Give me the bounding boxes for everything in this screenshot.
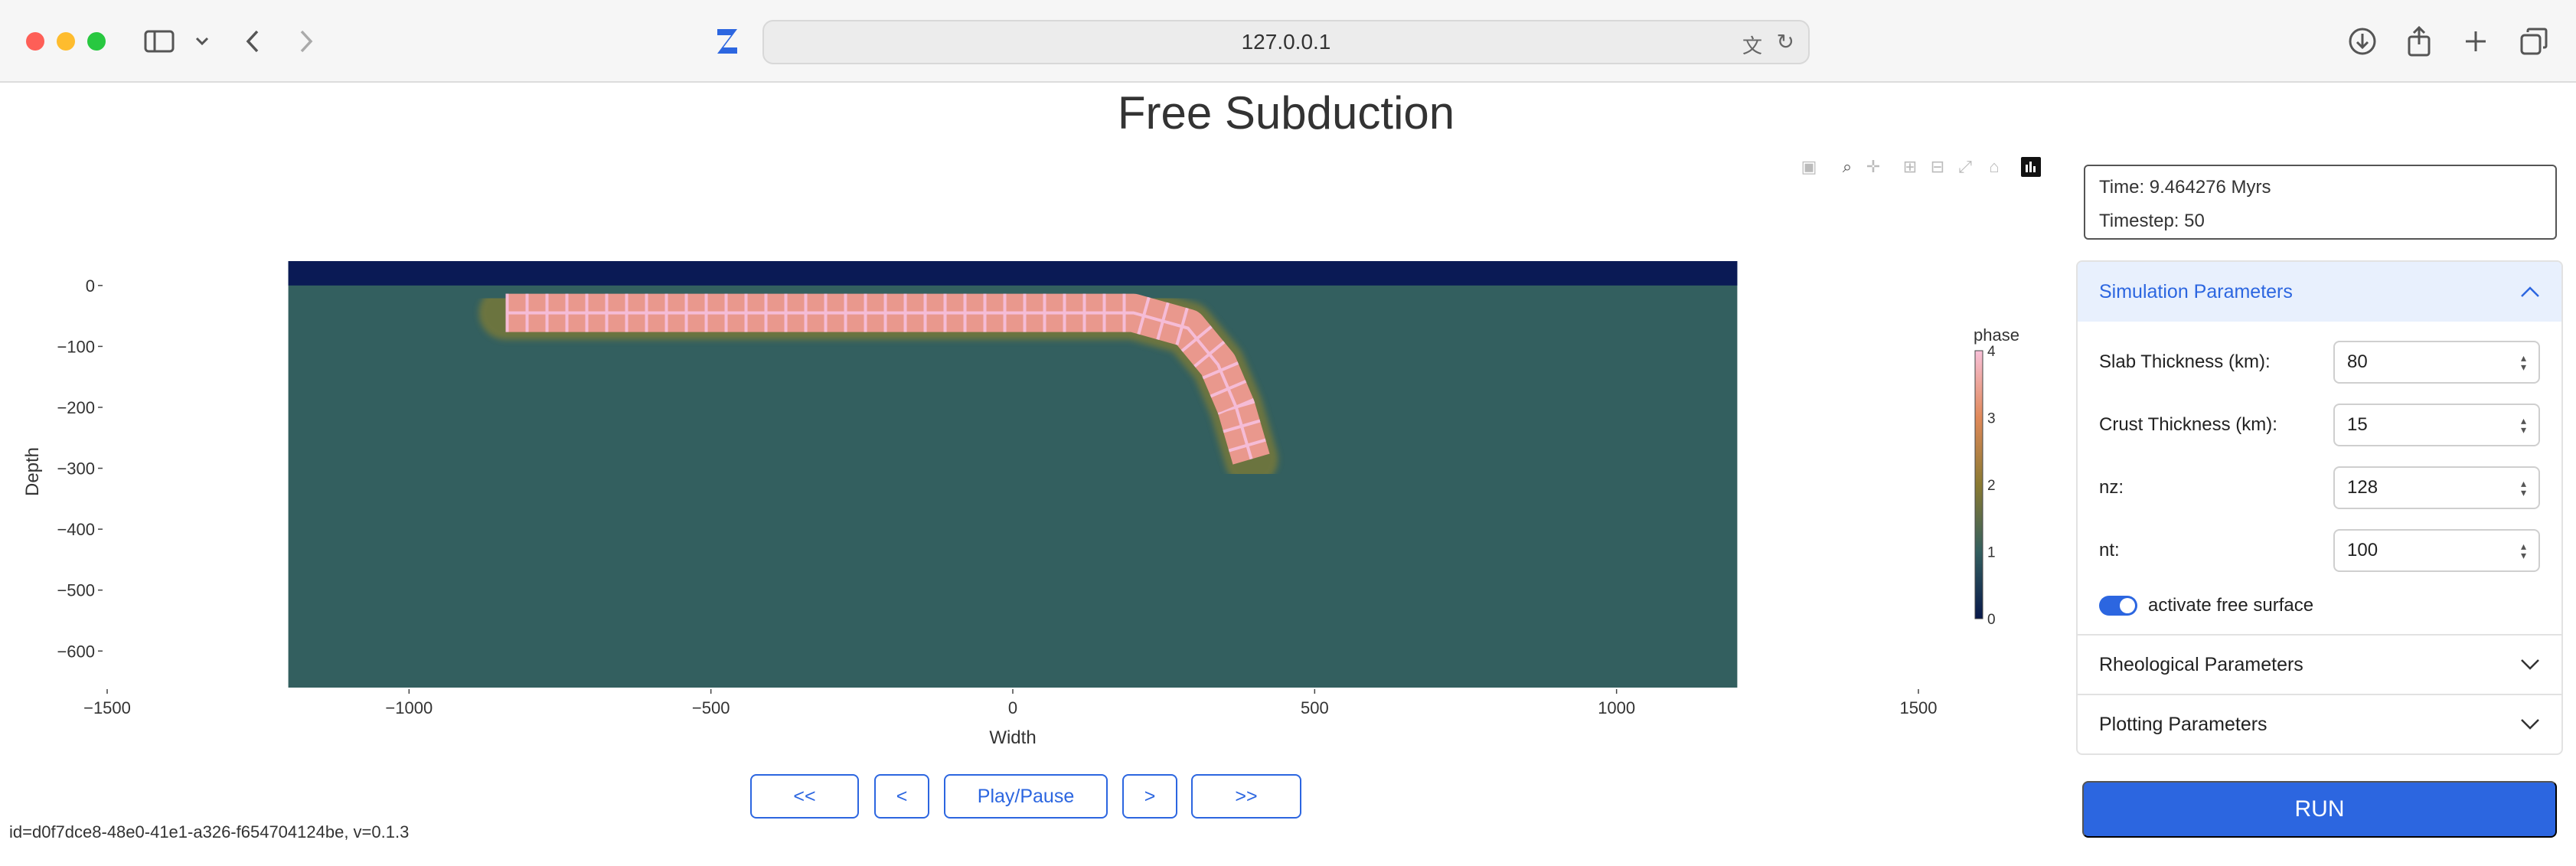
zoom-window-button[interactable]	[87, 32, 106, 51]
minimize-window-button[interactable]	[57, 32, 75, 51]
timestep-readout: Timestep: 50	[2099, 211, 2205, 231]
air-region	[288, 261, 1738, 286]
spinner-icon[interactable]: ▴ ▾	[2520, 540, 2526, 561]
page-content: Free Subduction ▣ ⌕ ✛ ⊞ ⊟ ⤢ ⌂ −1500 −1000…	[0, 83, 2576, 866]
colorbar-title: phase	[1974, 325, 2019, 345]
download-icon[interactable]	[2344, 23, 2381, 60]
y-tick-label: −100	[57, 337, 95, 356]
share-icon[interactable]	[2401, 23, 2437, 60]
nt-input[interactable]: 100 ▴ ▾	[2333, 529, 2540, 572]
zoom-in-icon[interactable]: ⊞	[1902, 157, 1918, 176]
colorbar-tick-label: 0	[1987, 612, 1996, 628]
url-text: 127.0.0.1	[1241, 30, 1331, 54]
y-tick-label: −600	[57, 642, 95, 661]
back-icon[interactable]	[234, 23, 271, 60]
reset-axes-icon[interactable]: ⌂	[1989, 157, 2000, 176]
autoscale-icon[interactable]: ⤢	[1958, 157, 1972, 176]
slab-thickness-value: 80	[2347, 351, 2368, 372]
free-surface-label: activate free surface	[2148, 595, 2314, 616]
reload-icon[interactable]: ↻	[1776, 30, 1794, 54]
x-tick-label: −1500	[83, 698, 131, 717]
y-axis-label: Depth	[22, 447, 43, 496]
tabs-icon[interactable]	[2516, 23, 2552, 60]
rheological-parameters-header[interactable]: Rheological Parameters	[2078, 634, 2561, 694]
x-tick-label: 500	[1301, 698, 1329, 717]
previous-frame-button[interactable]: <	[874, 774, 929, 819]
plotting-parameters-title: Plotting Parameters	[2099, 713, 2267, 735]
x-tick-label: 0	[1008, 698, 1017, 717]
x-axis-label: Width	[989, 727, 1036, 748]
pan-icon[interactable]: ✛	[1866, 157, 1881, 176]
play-pause-button[interactable]: Play/Pause	[944, 774, 1108, 819]
colorbar: phase 0 1 2 3 4	[1974, 325, 2019, 628]
crust-thickness-value: 15	[2347, 414, 2368, 435]
sidebar-icon[interactable]	[141, 23, 178, 60]
colorbar-gradient	[1974, 350, 1983, 619]
phase-heatmap[interactable]: −1500 −1000 −500 0 500 1000 1500 0 −100 −200 −300 −…	[0, 83, 2067, 772]
close-window-button[interactable]	[26, 32, 44, 51]
chevron-down-icon	[2521, 659, 2539, 670]
new-tab-icon[interactable]	[2457, 23, 2494, 60]
nt-value: 100	[2347, 540, 2378, 560]
forward-icon[interactable]	[288, 23, 325, 60]
spinner-icon[interactable]: ▴ ▾	[2520, 351, 2526, 373]
free-surface-toggle[interactable]	[2099, 596, 2137, 616]
last-frame-button[interactable]: >>	[1191, 774, 1301, 819]
simulation-id: id=d0f7dce8-48e0-41e1-a326-f654704124be,…	[9, 822, 410, 841]
simulation-parameters-body: Slab Thickness (km): 80 ▴ ▾ Crust Thickne…	[2078, 322, 2561, 634]
camera-icon[interactable]: ▣	[1801, 157, 1817, 176]
colorbar-tick-label: 3	[1987, 411, 1996, 427]
x-tick-label: −500	[692, 698, 730, 717]
colorbar-tick-label: 2	[1987, 478, 1996, 494]
zoom-icon[interactable]: ⌕	[1842, 157, 1853, 176]
nz-label: nz:	[2099, 477, 2124, 498]
free-surface-row: activate free surface	[2099, 582, 2540, 629]
y-tick-label: −200	[57, 398, 95, 417]
rheological-parameters-title: Rheological Parameters	[2099, 653, 2303, 675]
spinner-icon[interactable]: ▴ ▾	[2520, 477, 2526, 498]
slab-thickness-input[interactable]: 80 ▴ ▾	[2333, 341, 2540, 384]
x-tick-label: 1500	[1900, 698, 1938, 717]
slab-thickness-label: Slab Thickness (km):	[2099, 351, 2271, 372]
nt-row: nt: 100 ▴ ▾	[2099, 519, 2540, 582]
slab-grid-center	[505, 311, 1253, 460]
colorbar-tick-label: 1	[1987, 545, 1996, 561]
y-tick-label: −400	[57, 520, 95, 539]
plotting-parameters-header[interactable]: Plotting Parameters	[2078, 694, 2561, 753]
status-box: Time: 9.464276 Myrs Timestep: 50	[2084, 165, 2557, 240]
chevron-down-icon[interactable]	[184, 23, 220, 60]
x-tick-label: −1000	[385, 698, 433, 717]
spinner-icon[interactable]: ▴ ▾	[2520, 414, 2526, 436]
time-readout: Time: 9.464276 Myrs	[2099, 177, 2271, 198]
next-frame-button[interactable]: >	[1122, 774, 1177, 819]
app-logo	[709, 23, 746, 60]
crust-thickness-row: Crust Thickness (km): 15 ▴ ▾	[2099, 394, 2540, 456]
address-bar[interactable]: 127.0.0.1 文 ↻	[762, 20, 1810, 64]
chevron-down-icon	[2521, 719, 2539, 730]
translate-icon[interactable]: 文	[1742, 34, 1762, 57]
run-button[interactable]: RUN	[2082, 781, 2557, 838]
plotly-logo-icon[interactable]	[2019, 155, 2042, 178]
zoom-out-icon[interactable]: ⊟	[1930, 157, 1945, 176]
browser-toolbar: 127.0.0.1 文 ↻	[0, 0, 2576, 83]
first-frame-button[interactable]: <<	[750, 774, 859, 819]
y-tick-label: −500	[57, 581, 95, 600]
x-tick-label: 1000	[1598, 698, 1635, 717]
chevron-up-icon	[2521, 286, 2539, 297]
crust-thickness-input[interactable]: 15 ▴ ▾	[2333, 404, 2540, 446]
colorbar-tick-label: 4	[1987, 344, 1996, 360]
page-title: Free Subduction	[1117, 87, 1455, 139]
crust-thickness-label: Crust Thickness (km):	[2099, 414, 2277, 435]
y-tick-label: −300	[57, 459, 95, 479]
parameters-accordion: Simulation Parameters Slab Thickness (km…	[2076, 260, 2563, 755]
y-tick-label: 0	[86, 276, 95, 296]
nz-row: nz: 128 ▴ ▾	[2099, 456, 2540, 519]
simulation-parameters-title: Simulation Parameters	[2099, 280, 2293, 302]
nt-label: nt:	[2099, 540, 2120, 560]
simulation-parameters-header[interactable]: Simulation Parameters	[2078, 262, 2561, 322]
nz-input[interactable]: 128 ▴ ▾	[2333, 466, 2540, 509]
nz-value: 128	[2347, 477, 2378, 498]
slab-thickness-row: Slab Thickness (km): 80 ▴ ▾	[2099, 331, 2540, 394]
